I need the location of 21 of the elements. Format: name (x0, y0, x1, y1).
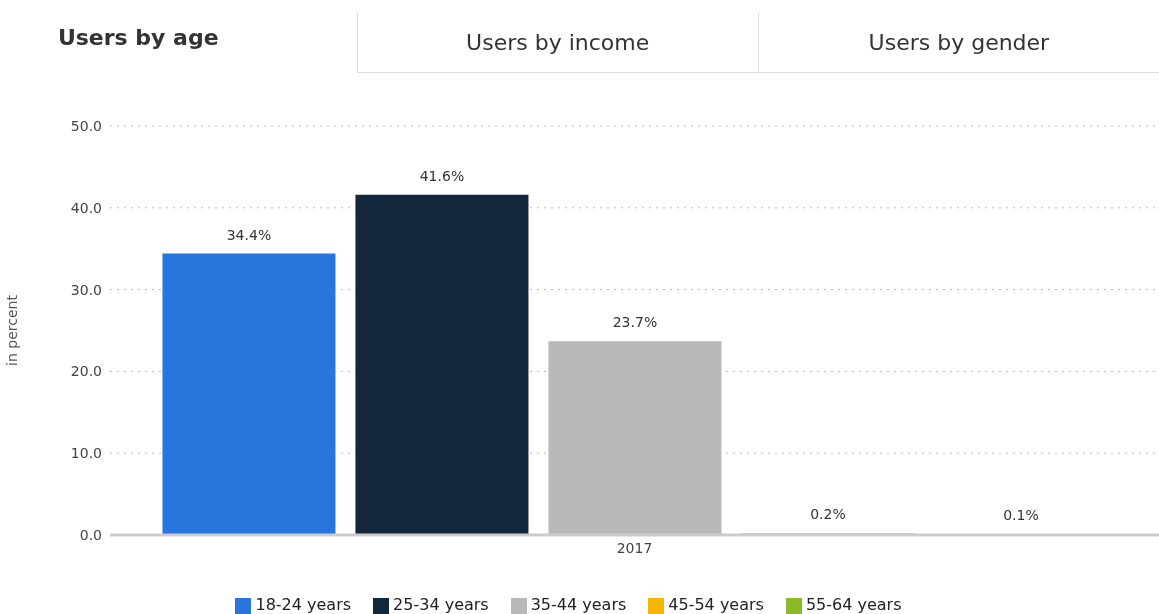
y-tick-label: 20.0 (70, 363, 102, 380)
legend-label: 35-44 years (530, 595, 627, 614)
legend-label: 18-24 years (255, 595, 352, 614)
data-label: 41.6% (419, 167, 465, 184)
data-label: 34.4% (226, 226, 272, 243)
data-label: 0.1% (1003, 507, 1039, 524)
y-axis-title: in percent (3, 294, 20, 366)
text: Users by income (356, 13, 758, 73)
legend-label: 25-34 years (393, 595, 489, 614)
x-tick-label: 2017 (616, 539, 653, 556)
text: Users by gender (757, 13, 1159, 73)
data-label: 23.7% (612, 314, 658, 331)
legend-label: 45-54 years (668, 595, 764, 614)
y-tick-label: 0.0 (79, 526, 102, 543)
y-tick-label: 30.0 (70, 281, 102, 298)
text: Users by age (56, 23, 220, 52)
y-tick-label: 50.0 (70, 117, 102, 134)
legend-label: 55-64 years (805, 595, 902, 614)
y-tick-label: 40.0 (70, 199, 102, 216)
data-label: 0.2% (810, 506, 846, 523)
y-tick-label: 10.0 (70, 445, 102, 462)
